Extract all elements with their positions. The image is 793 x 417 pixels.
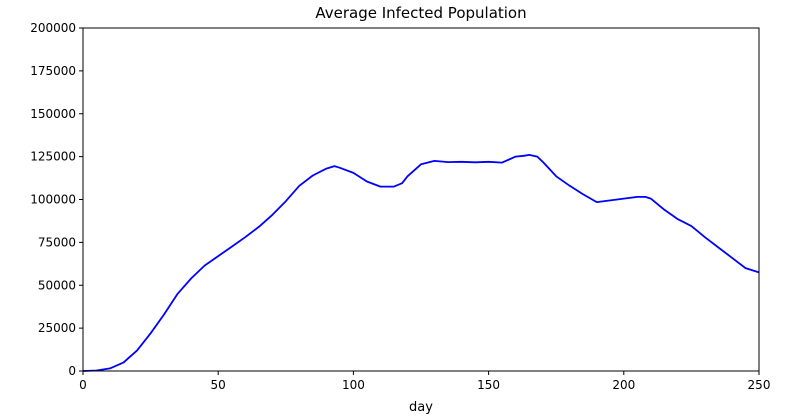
y-tick-label: 175000 [30,64,76,78]
x-tick-label: 50 [211,378,226,392]
y-tick-label: 100000 [30,193,76,207]
series-line [82,154,760,372]
y-tick-label: 200000 [30,21,76,35]
axis-ticks: 0 50 100 150 200 250 0 25000 50000 75000 100000 125… [30,21,770,392]
plot-frame [82,27,760,372]
x-tick-label: 0 [79,378,87,392]
y-tick-label: 0 [68,364,76,378]
x-axis-label: day [409,400,433,415]
x-tick-label: 100 [342,378,365,392]
y-tick-label: 125000 [30,150,76,164]
x-tick-label: 200 [612,378,635,392]
y-tick-label: 25000 [38,321,76,335]
y-tick-label: 75000 [38,235,76,249]
chart-title: Average Infected Population [315,4,526,22]
x-tick-label: 250 [748,378,771,392]
y-tick-label: 150000 [30,107,76,121]
y-tick-label: 50000 [38,278,76,292]
x-tick-label: 150 [477,378,500,392]
